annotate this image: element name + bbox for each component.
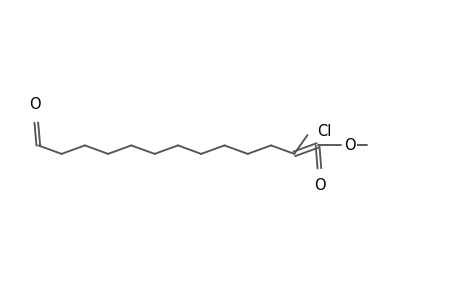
Text: O: O (314, 178, 325, 194)
Text: O: O (344, 138, 355, 153)
Text: Cl: Cl (317, 124, 331, 139)
Text: O: O (28, 98, 40, 112)
